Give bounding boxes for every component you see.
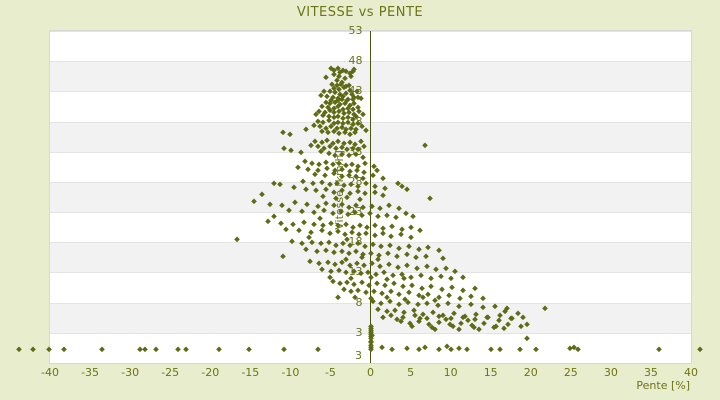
y-axis-line [369,31,372,363]
x-tick-label: -35 [81,366,100,379]
scatter-point [697,346,703,352]
x-tick-label: -30 [121,366,140,379]
plot-area: Vitesse [km/h] 3 53484338332823181383 [16,24,703,364]
x-tick-label: 35 [643,366,658,379]
x-tick-label: -25 [161,366,180,379]
x-tick-label: -40 [41,366,59,379]
y-tick-label: 48 [348,54,363,68]
x-tick-label: 30 [603,366,618,379]
y-tick-label: 8 [355,295,363,309]
scatter-point [16,346,22,352]
scatter-point [30,346,36,351]
x-tick-label: -10 [281,366,300,379]
x-tick-label: 0 [367,366,374,379]
x-tick-label: -20 [201,366,220,379]
x-tick-label: -5 [324,366,336,379]
y-tick-label: 3 [355,325,363,339]
y-tick-label: 53 [348,24,363,37]
x-tick-label: 25 [563,366,578,379]
x-tick-label: 20 [523,366,538,379]
chart-title: VITESSE vs PENTE [296,5,424,20]
x-tick-label: 40 [684,366,698,379]
y-axis-min-label: 3 [355,349,362,362]
x-tick-label: -15 [241,366,260,379]
x-tick-label: 15 [483,366,498,379]
scatter-point [384,212,389,217]
x-tick-label: 10 [443,366,458,379]
x-tick-label: 5 [407,366,415,379]
x-axis-label: Pente [%] [636,379,690,392]
